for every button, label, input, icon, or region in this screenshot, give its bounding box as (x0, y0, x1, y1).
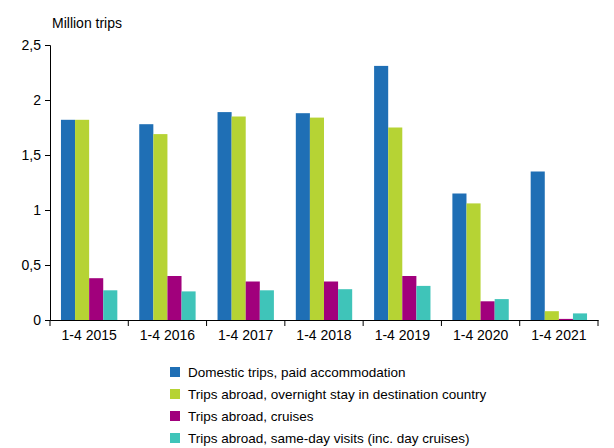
bar (416, 286, 430, 320)
bars (61, 66, 587, 320)
x-tick: 1-4 2018 (296, 320, 351, 343)
bar (495, 299, 509, 320)
bar-series (103, 286, 587, 320)
y-tick-mark (45, 45, 50, 46)
bar (89, 278, 103, 320)
y-tick-mark (45, 320, 50, 321)
legend-swatch (170, 433, 180, 443)
y-tick-mark (45, 155, 50, 156)
y-tick-label: 0,5 (22, 257, 42, 273)
x-tick-label: 1-4 2018 (296, 327, 351, 343)
bar (61, 120, 75, 320)
legend-item: Domestic trips, paid accommodation (170, 365, 406, 380)
bar (374, 66, 388, 320)
x-tick-label: 1-4 2020 (453, 327, 508, 343)
legend-label: Trips abroad, overnight stay in destinat… (188, 387, 486, 402)
category-separator (50, 320, 51, 326)
x-tick-label: 1-4 2016 (140, 327, 195, 343)
bar (246, 282, 260, 321)
bar (139, 124, 153, 320)
x-tick: 1-4 2017 (218, 320, 273, 343)
legend-label: Trips abroad, cruises (188, 409, 314, 424)
y-axis-title: Million trips (52, 15, 122, 31)
bar (103, 290, 117, 320)
bar (75, 120, 89, 320)
category-separator (519, 320, 520, 326)
bar (402, 276, 416, 320)
legend-item: Trips abroad, cruises (170, 409, 314, 424)
bar (481, 301, 495, 320)
category-separator (598, 320, 599, 326)
y-tick-label: 1,5 (22, 147, 42, 163)
legend-label: Trips abroad, same-day visits (inc. day … (188, 431, 470, 446)
x-axis: 1-4 2015 1-4 2016 1-4 2017 1-4 2018 1-4 2019… (51, 320, 599, 343)
bar (573, 313, 587, 320)
x-tick: 1-4 2020 (453, 320, 508, 343)
legend-item: Trips abroad, overnight stay in destinat… (170, 387, 486, 402)
y-tick: 0 (33, 312, 50, 328)
bar (338, 289, 352, 320)
legend-swatch (170, 367, 180, 377)
y-tick-label: 2,5 (22, 37, 42, 53)
category-separator (284, 320, 285, 326)
bar-series (61, 66, 545, 320)
bar (218, 112, 232, 320)
legend: Domestic trips, paid accommodation Trips … (170, 365, 486, 446)
plot: 00,511,522,51-4 20151-4 20161-4 20171-4 … (22, 37, 599, 343)
y-tick-mark (45, 210, 50, 211)
y-tick: 2,5 (22, 37, 50, 53)
y-tick: 0,5 (22, 257, 50, 273)
bar (232, 117, 246, 321)
y-tick-mark (45, 265, 50, 266)
bar (545, 311, 559, 320)
y-tick-label: 2 (33, 92, 41, 108)
y-tick-label: 0 (33, 312, 41, 328)
bar (153, 134, 167, 320)
category-separator (363, 320, 364, 326)
bar (531, 172, 545, 321)
y-tick: 1,5 (22, 147, 50, 163)
x-tick-label: 1-4 2015 (62, 327, 117, 343)
bar (452, 194, 466, 321)
category-separator (206, 320, 207, 326)
legend-swatch (170, 411, 180, 421)
x-tick: 1-4 2019 (375, 320, 430, 343)
y-tick: 2 (33, 92, 50, 108)
bar (260, 290, 274, 320)
x-tick: 1-4 2021 (531, 320, 586, 343)
y-tick-mark (45, 100, 50, 101)
y-axis: 0 0,5 1 1,5 2 2,5 (22, 37, 51, 328)
bar-series (75, 117, 559, 321)
bar (466, 203, 480, 320)
bar (388, 128, 402, 321)
category-separator (128, 320, 129, 326)
bar (296, 113, 310, 320)
legend-item: Trips abroad, same-day visits (inc. day … (170, 431, 470, 446)
x-axis-line (51, 320, 599, 321)
bar (167, 276, 181, 320)
y-tick-label: 1 (33, 202, 41, 218)
x-tick-label: 1-4 2019 (375, 327, 430, 343)
chart: 00,511,522,51-4 20151-4 20161-4 20171-4 … (0, 0, 614, 448)
category-separator (441, 320, 442, 326)
bar (310, 118, 324, 320)
x-tick-label: 1-4 2021 (531, 327, 586, 343)
bar-series (89, 276, 573, 320)
y-axis-line (45, 46, 51, 321)
bar (324, 282, 338, 321)
x-tick-label: 1-4 2017 (218, 327, 273, 343)
x-tick: 1-4 2016 (140, 320, 195, 343)
bar (559, 319, 573, 320)
x-tick: 1-4 2015 (62, 320, 117, 343)
x-separators (50, 320, 598, 326)
legend-label: Domestic trips, paid accommodation (188, 365, 406, 380)
legend-swatch (170, 389, 180, 399)
bar (182, 291, 196, 320)
y-tick: 1 (33, 202, 50, 218)
